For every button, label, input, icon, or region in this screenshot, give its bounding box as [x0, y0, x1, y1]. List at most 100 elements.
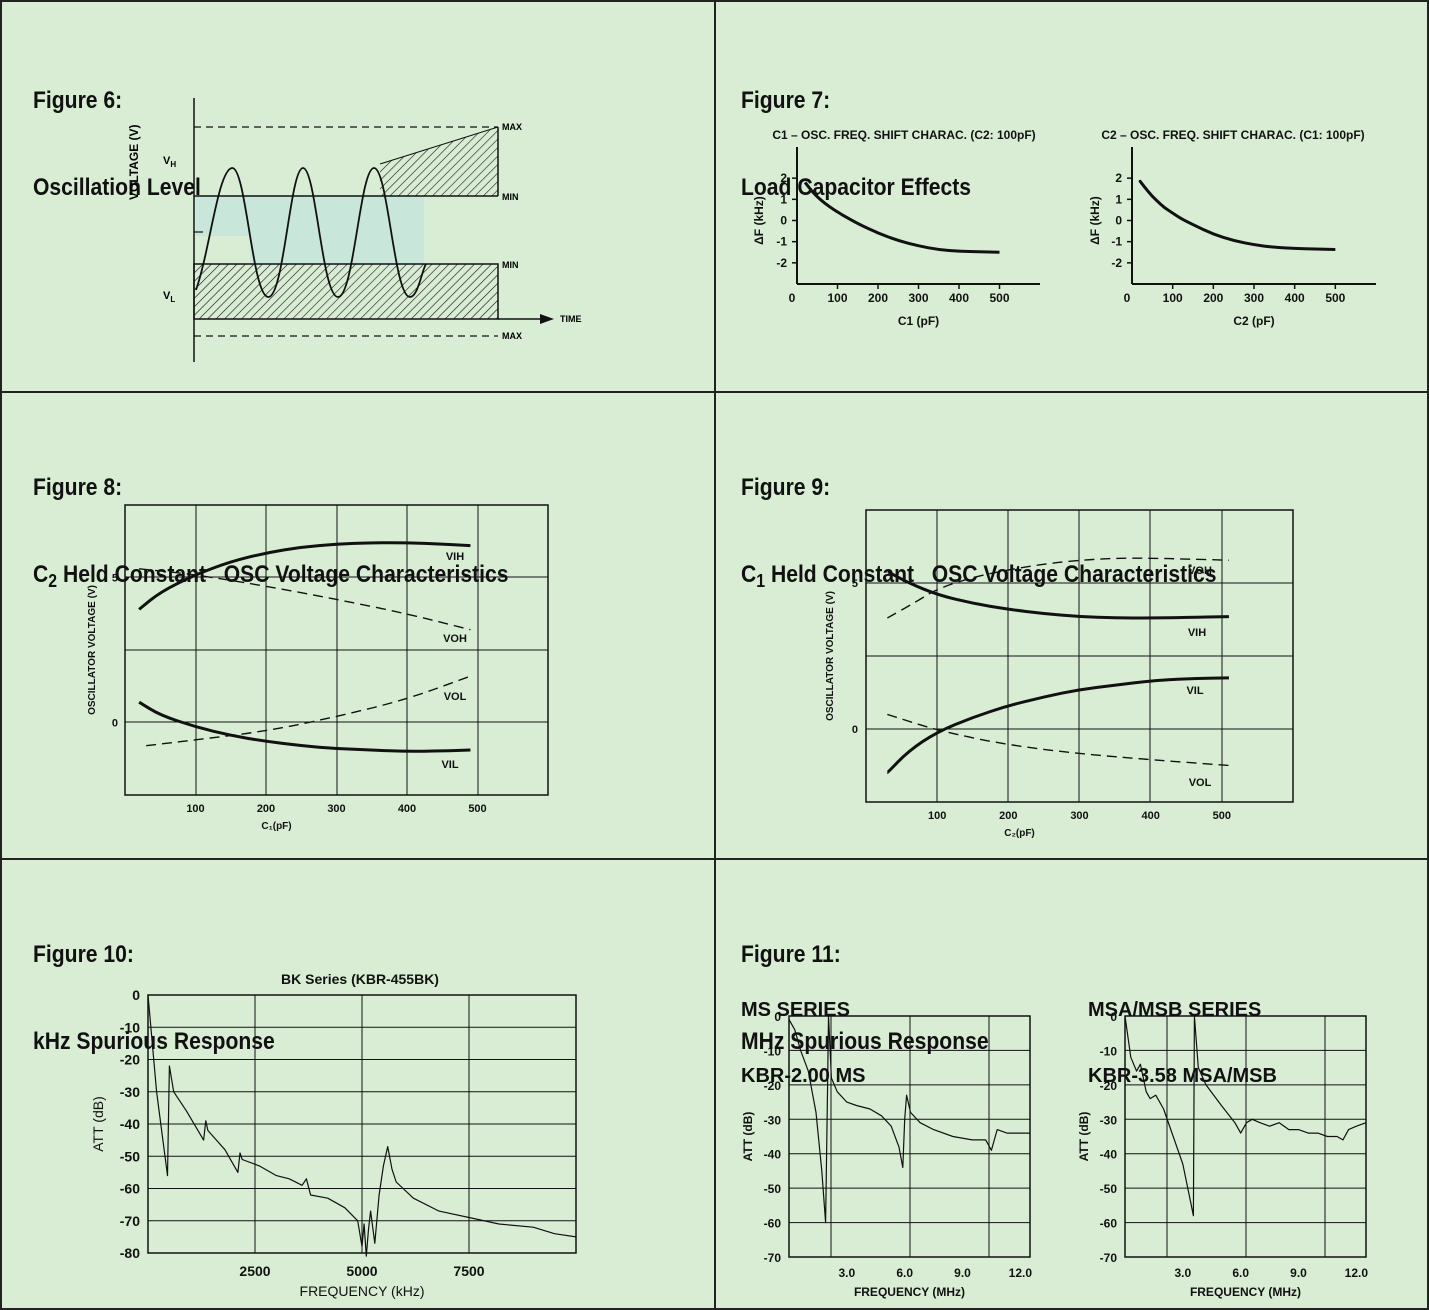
fig7a-x-tick-label: 400: [949, 291, 969, 305]
fig11a-x-tick-label: 3.0: [838, 1266, 855, 1280]
vh-label-sub: H: [170, 160, 177, 170]
fig9-ylabel: OSCILLATOR VOLTAGE (V): [825, 591, 836, 721]
fig10-ylabel: ATT (dB): [90, 1096, 106, 1152]
vh-max-label: MAX: [502, 122, 522, 132]
fig11b-series-0-line: [1124, 1015, 1367, 1217]
fig9-series-voh-line: [886, 557, 1229, 619]
figure-11-number: Figure 11:: [741, 941, 841, 968]
fig7b-x-tick-label: 500: [1325, 291, 1345, 305]
fig8-x-tick-label: 200: [257, 803, 275, 815]
fig8-legend-vil: VIL: [441, 759, 458, 771]
frame-middle: [714, 0, 716, 1310]
vl-label: VL: [163, 290, 175, 304]
figure-10-number: Figure 10:: [33, 941, 134, 968]
fig11b-y-tick-label: -70: [1100, 1251, 1118, 1265]
fig11a-y-tick-label: -60: [764, 1217, 782, 1231]
fig10-x-tick-label: 5000: [346, 1263, 377, 1279]
fig7b-x-tick-label: 200: [1203, 291, 1223, 305]
fig7b-x-origin-label: 0: [1124, 291, 1131, 305]
vh-upper-line: [379, 126, 499, 165]
time-label: TIME: [560, 314, 582, 324]
fig11a-y-tick-label: -10: [764, 1044, 782, 1058]
fig8-series-vol-line: [146, 675, 471, 747]
fig7b-y-tick-label: 1: [1115, 192, 1122, 206]
vh-min-label: MIN: [502, 192, 519, 202]
fig10-title: BK Series (KBR-455BK): [281, 971, 439, 987]
fig10-series-0-line: [147, 994, 577, 1257]
fig11b-x-tick-label: 9.0: [1290, 1266, 1307, 1280]
fig8-legend-vih: VIH: [446, 551, 464, 563]
figure-6-number: Figure 6:: [33, 87, 123, 114]
frame-right: [1427, 0, 1429, 1310]
fig7b-chart: 2 1 0 -1 -2 100 200 300 400 500 0 C2 – OSC. FREQ. S…: [1088, 128, 1376, 328]
fig11b-x-tick-label: 3.0: [1174, 1266, 1191, 1280]
fig7b-x-tick-label: 100: [1163, 291, 1183, 305]
time-arrow-head: [540, 314, 554, 324]
fig7a-chart: 2 1 0 -1 -2 100 200 300 400 500 0 C1 – OSC. FREQ. S…: [752, 128, 1040, 328]
figure-6-name: Oscillation Level: [33, 174, 201, 201]
fig9-x-tick-label: 100: [928, 810, 946, 822]
fig11a-y-tick-label: -40: [764, 1148, 782, 1162]
fig8-legend-vol: VOL: [444, 691, 467, 703]
fig7b-series-0-line: [1138, 179, 1336, 251]
fig10-chart: 0 -10 -20 -30 -40 -50 -60 -70 -80 2500 5000 7500 FRE…: [90, 971, 577, 1299]
figure-8-sub: 2: [48, 570, 58, 591]
frame-left: [0, 0, 2, 1310]
fig7b-y-tick-label: 2: [1115, 171, 1122, 185]
vh-label-v: V: [163, 155, 171, 167]
fig11a-ylabel: ATT (dB): [741, 1112, 755, 1162]
fig8-series-vil-line: [138, 700, 471, 753]
fig11b-x-tick-label: 12.0: [1345, 1266, 1369, 1280]
fig7a-y-tick-label: -1: [776, 235, 787, 249]
fig11b-chart: 0 -10 -20 -30 -40 -50 -60 -70 3.0 6.0 9.0 12.0 FREQU…: [1077, 1010, 1368, 1299]
fig9-y-tick-label: 5: [852, 578, 858, 590]
fig9-xlabel: C₂(pF): [1004, 828, 1035, 839]
fig8-chart: 5 0 100 200 300 400 500 C₁(pF) OSCILLATOR VOLTAG…: [87, 504, 549, 832]
fig11b-y-tick-label: 0: [1110, 1010, 1117, 1024]
fig7b-y-tick-label: -1: [1111, 235, 1122, 249]
fig7b-title: C2 – OSC. FREQ. SHIFT CHARAC. (C1: 100pF…: [1101, 128, 1364, 142]
fig7a-y-tick-label: -2: [776, 256, 787, 270]
fig9-legend-vil: VIL: [1186, 685, 1203, 697]
figure-6-title: Figure 6: Oscillation Level: [33, 28, 201, 260]
msa-series-model: KBR-3.58 MSA/MSB: [1088, 1065, 1277, 1087]
fig9-legend-vol: VOL: [1189, 777, 1212, 789]
row-divider-2: [0, 858, 1429, 860]
figure-9-c: C: [741, 561, 757, 588]
fig7b-ylabel: ΔF (kHz): [1088, 196, 1102, 245]
vl-min-label: MIN: [502, 260, 519, 270]
fig8-xlabel: C₁(pF): [261, 821, 291, 832]
fig11b-x-tick-label: 6.0: [1232, 1266, 1249, 1280]
figure-8-number: Figure 8:: [33, 474, 123, 501]
fig9-series-vil-line: [885, 676, 1229, 775]
fig7a-x-tick-label: 300: [908, 291, 928, 305]
fig10-y-tick-label: -20: [120, 1052, 140, 1068]
fig11a-chart: 0 -10 -20 -30 -40 -50 -60 -70 3.0 6.0 9.0 12.0 FREQU…: [741, 1010, 1032, 1299]
vh-hatch-region: [380, 127, 498, 196]
fig7a-title: C1 – OSC. FREQ. SHIFT CHARAC. (C2: 100pF…: [772, 128, 1035, 142]
fig7a-ylabel: ΔF (kHz): [752, 196, 766, 245]
fig11b-y-tick-label: -40: [1100, 1148, 1118, 1162]
fig8-legend-voh: VOH: [443, 633, 467, 645]
fig11b-xlabel: FREQUENCY (MHz): [1190, 1285, 1301, 1299]
fig7a-y-tick-label: 2: [780, 171, 787, 185]
fig11a-x-tick-label: 6.0: [896, 1266, 913, 1280]
fig8-y-tick-label: 0: [112, 718, 118, 730]
fig7a-y-tick-label: 1: [780, 192, 787, 206]
vh-label: VH: [163, 155, 176, 169]
figure-7-name: Load Capacitor Effects: [741, 174, 972, 201]
vl-label-sub: L: [170, 295, 176, 305]
fig11a-y-tick-label: -30: [764, 1113, 782, 1127]
figure-10-title: Figure 10: kHz Spurious Response: [33, 882, 275, 1114]
fig8-x-tick-label: 100: [186, 803, 204, 815]
fig9-series-vih-line: [885, 569, 1229, 620]
fig9-legend-voh: VOH: [1188, 565, 1212, 577]
fig8-x-tick-label: 400: [398, 803, 416, 815]
fig11a-y-tick-label: -50: [764, 1182, 782, 1196]
fig10-y-tick-label: 0: [132, 987, 140, 1003]
fig9-y-tick-label: 0: [852, 724, 858, 736]
fig8-series-voh-line: [139, 568, 471, 631]
fig10-y-tick-label: -70: [120, 1213, 140, 1229]
